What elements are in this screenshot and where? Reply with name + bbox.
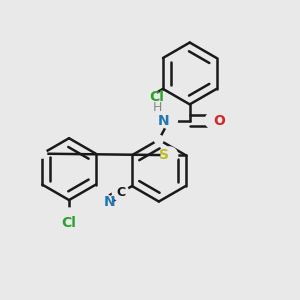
Circle shape — [205, 112, 221, 129]
Text: H: H — [152, 101, 162, 114]
Text: Cl: Cl — [149, 90, 164, 104]
Text: N: N — [158, 114, 169, 128]
Circle shape — [96, 194, 112, 211]
Text: O: O — [213, 114, 225, 128]
Circle shape — [141, 89, 157, 105]
Text: C: C — [116, 186, 125, 199]
Text: N: N — [104, 195, 116, 209]
Circle shape — [161, 147, 178, 164]
Circle shape — [161, 112, 177, 129]
Circle shape — [61, 208, 77, 224]
Circle shape — [112, 184, 129, 201]
Circle shape — [38, 149, 47, 158]
Text: Cl: Cl — [61, 216, 76, 230]
Text: S: S — [159, 148, 170, 162]
Circle shape — [154, 135, 163, 144]
